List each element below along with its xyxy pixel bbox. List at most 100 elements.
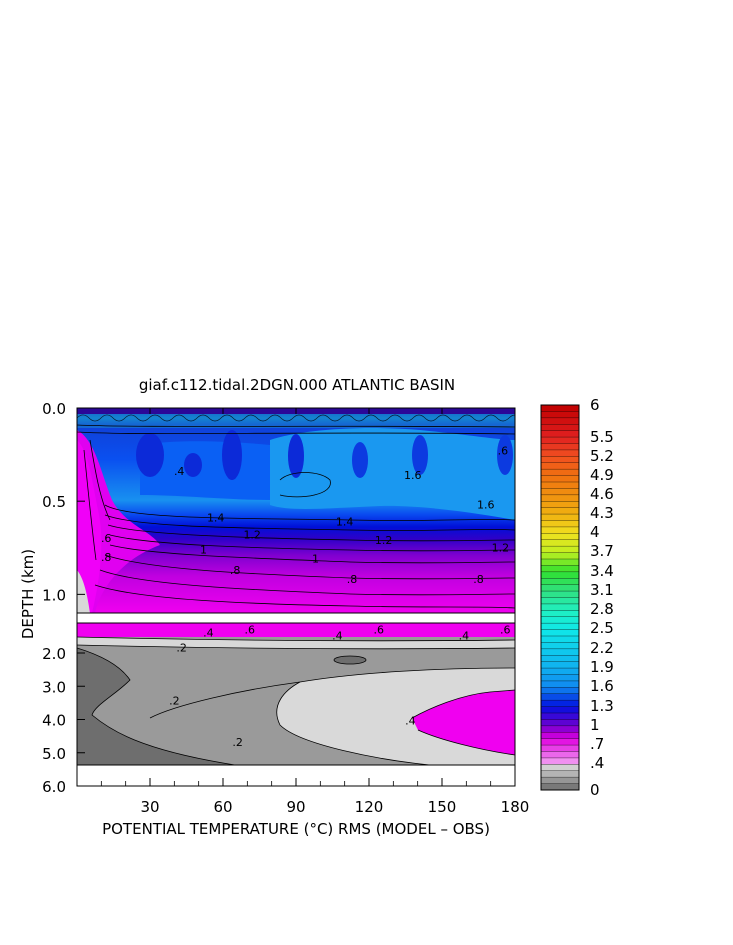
x-tick-label: 30	[140, 798, 159, 816]
lower-panel	[77, 623, 515, 765]
colorbar-segment	[541, 578, 579, 585]
contour-label: .8	[101, 551, 112, 564]
colorbar-segment	[541, 687, 579, 695]
colorbar-segment	[541, 520, 579, 528]
x-tick-label: 180	[501, 798, 530, 816]
colorbar-label: 2.5	[590, 619, 614, 637]
contour-label: .8	[473, 573, 484, 586]
y-tick-label: 4.0	[42, 712, 66, 730]
colorbar-segment	[541, 443, 579, 451]
colorbar-segment	[541, 610, 579, 618]
colorbar-label: .7	[590, 735, 604, 753]
contour-label: 1.4	[336, 515, 354, 528]
colorbar-segment	[541, 668, 579, 675]
colorbar-segment	[541, 469, 579, 476]
colorbar-segment	[541, 411, 579, 419]
colorbar-segment	[541, 623, 579, 630]
x-tick-label: 120	[355, 798, 384, 816]
y-axis-label: DEPTH (km)	[19, 549, 37, 639]
colorbar-segment	[541, 680, 579, 688]
colorbar-label: 5.5	[590, 428, 614, 446]
contour-label: 1.2	[492, 542, 510, 555]
colorbar-segment	[541, 713, 579, 720]
contour-label: .4	[203, 627, 214, 640]
x-axis-label: POTENTIAL TEMPERATURE (°C) RMS (MODEL – …	[102, 820, 490, 838]
y-tick-label: 2.0	[42, 645, 66, 663]
contour-label: .6	[373, 624, 384, 637]
colorbar-label: 2.2	[590, 639, 614, 657]
colorbar-segment	[541, 738, 579, 746]
y-tick-label: 0.0	[42, 400, 66, 418]
colorbar-frame	[540, 404, 580, 791]
contour-label: .2	[232, 736, 243, 749]
contour-label: .2	[176, 642, 187, 655]
contour-label: .4	[174, 465, 185, 478]
colorbar-segment	[541, 629, 579, 637]
colorbar-segment	[541, 494, 579, 502]
colorbar	[541, 404, 579, 791]
x-axis: 30 60 90 120 150 180	[100, 408, 530, 816]
colorbar-segment	[541, 636, 579, 643]
colorbar-segment	[541, 616, 579, 624]
colorbar-label: 3.7	[590, 542, 614, 560]
contour-label: .2	[169, 695, 180, 708]
colorbar-segment	[541, 437, 579, 444]
colorbar-segment	[541, 648, 579, 656]
contour-label: .8	[347, 573, 358, 586]
colorbar-label: 5.2	[590, 447, 614, 465]
contour-label: .4	[459, 630, 470, 643]
colorbar-segment	[541, 732, 579, 739]
colorbar-label: 1.3	[590, 697, 614, 715]
upper-panel	[77, 408, 515, 613]
colorbar-segment	[541, 430, 579, 438]
colorbar-label: 4.6	[590, 485, 614, 503]
contour-label: 1.2	[375, 534, 393, 547]
colorbar-segment	[541, 488, 579, 496]
colorbar-segment	[541, 674, 579, 682]
colorbar-segment	[541, 424, 579, 431]
contour-label: 1.4	[207, 512, 225, 525]
colorbar-segment	[541, 405, 579, 412]
contour-label: 1	[312, 553, 319, 566]
colorbar-segment	[541, 725, 579, 733]
contour-label: .6	[498, 445, 509, 458]
colorbar-label: 3.1	[590, 581, 614, 599]
x-tick-label: 60	[213, 798, 232, 816]
colorbar-segment	[541, 417, 579, 425]
y-tick-label: 1.0	[42, 586, 66, 604]
colorbar-segment	[541, 514, 579, 521]
colorbar-segment	[541, 533, 579, 541]
chart-title: giaf.c112.tidal.2DGN.000 ATLANTIC BASIN	[139, 376, 455, 394]
colorbar-label: 4.9	[590, 466, 614, 484]
colorbar-label: 4.3	[590, 504, 614, 522]
colorbar-segment	[541, 745, 579, 752]
colorbar-segment	[541, 770, 579, 778]
colorbar-label: .4	[590, 754, 604, 772]
colorbar-segment	[541, 591, 579, 598]
colorbar-segment	[541, 751, 579, 759]
colorbar-segment	[541, 757, 579, 765]
colorbar-segment	[541, 546, 579, 553]
contour-label: .8	[230, 564, 241, 577]
colorbar-segment	[541, 482, 579, 489]
colorbar-segment	[541, 783, 579, 791]
colorbar-segment	[541, 700, 579, 707]
colorbar-segment	[541, 764, 579, 772]
colorbar-labels: 65.55.24.94.64.343.73.43.12.82.52.21.91.…	[590, 396, 614, 799]
colorbar-segment	[541, 475, 579, 483]
y-tick-label: 0.5	[42, 493, 66, 511]
x-tick-label: 90	[286, 798, 305, 816]
colorbar-segment	[541, 661, 579, 669]
colorbar-segment	[541, 526, 579, 534]
contour-label: .6	[500, 624, 511, 637]
colorbar-segment	[541, 597, 579, 605]
colorbar-label: 4	[590, 523, 600, 541]
colorbar-segment	[541, 501, 579, 508]
colorbar-segment	[541, 559, 579, 566]
colorbar-label: 3.4	[590, 562, 614, 580]
colorbar-segment	[541, 777, 579, 784]
colorbar-segment	[541, 462, 579, 470]
colorbar-segment	[541, 552, 579, 560]
contour-label: 1.6	[477, 499, 495, 512]
contour-label: .4	[405, 714, 416, 727]
